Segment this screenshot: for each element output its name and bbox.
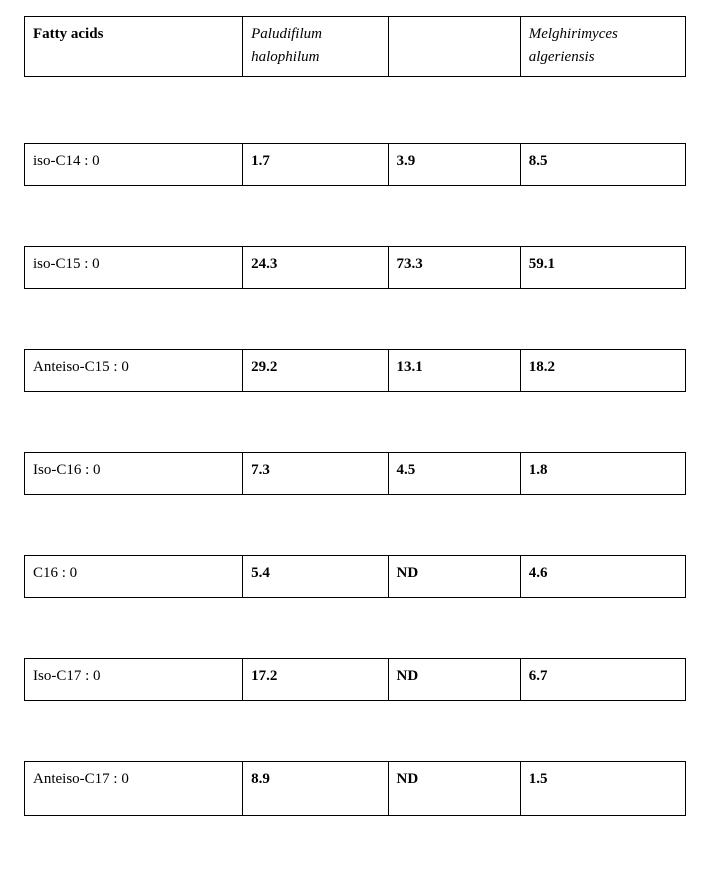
row-c3: 4.6 [520,555,685,597]
header-label: Fatty acids [33,26,103,42]
row-label: Iso-C17 : 0 [25,658,243,700]
data-row-table: iso-C15 : 0 24.3 73.3 59.1 [24,246,686,289]
table-row: C16 : 0 5.4 ND 4.6 [25,555,686,597]
header-table: Fatty acids Paludifilum halophilum Melgh… [24,16,686,77]
data-row-table: Anteiso-C17 : 0 8.9 ND 1.5 [24,761,686,816]
data-row-table: iso-C14 : 0 1.7 3.9 8.5 [24,143,686,186]
table-row: Anteiso-C17 : 0 8.9 ND 1.5 [25,761,686,815]
data-row-table: Iso-C17 : 0 17.2 ND 6.7 [24,658,686,701]
row-c3: 1.8 [520,452,685,494]
row-c3: 1.5 [520,761,685,815]
header-c1-line2: halophilum [251,49,319,65]
row-gap [24,392,686,452]
header-c2-cell [388,17,520,77]
header-row: Fatty acids Paludifilum halophilum Melgh… [25,17,686,77]
row-c2: 13.1 [388,349,520,391]
table-row: Anteiso-C15 : 0 29.2 13.1 18.2 [25,349,686,391]
header-label-cell: Fatty acids [25,17,243,77]
data-row-table: C16 : 0 5.4 ND 4.6 [24,555,686,598]
row-label: iso-C14 : 0 [25,143,243,185]
row-c1: 17.2 [243,658,388,700]
row-c1: 1.7 [243,143,388,185]
row-label: C16 : 0 [25,555,243,597]
row-c2: ND [388,761,520,815]
row-c1: 5.4 [243,555,388,597]
header-c1-cell: Paludifilum halophilum [243,17,388,77]
row-c2: ND [388,658,520,700]
row-gap [24,289,686,349]
row-label: iso-C15 : 0 [25,246,243,288]
row-c2: 3.9 [388,143,520,185]
data-row-table: Iso-C16 : 0 7.3 4.5 1.8 [24,452,686,495]
row-c3: 8.5 [520,143,685,185]
header-c3-line2: algeriensis [529,49,595,65]
row-c3: 6.7 [520,658,685,700]
header-c3-line1: Melghirimyces [529,26,618,42]
data-row-table: Anteiso-C15 : 0 29.2 13.1 18.2 [24,349,686,392]
row-gap [24,77,686,143]
table-row: Iso-C16 : 0 7.3 4.5 1.8 [25,452,686,494]
page: Fatty acids Paludifilum halophilum Melgh… [0,0,710,840]
row-label: Anteiso-C17 : 0 [25,761,243,815]
row-c3: 59.1 [520,246,685,288]
row-c2: 73.3 [388,246,520,288]
row-label: Anteiso-C15 : 0 [25,349,243,391]
header-c1-line1: Paludifilum [251,26,322,42]
table-row: Iso-C17 : 0 17.2 ND 6.7 [25,658,686,700]
row-c1: 8.9 [243,761,388,815]
row-gap [24,598,686,658]
row-c1: 29.2 [243,349,388,391]
row-gap [24,495,686,555]
row-c1: 7.3 [243,452,388,494]
row-c3: 18.2 [520,349,685,391]
table-row: iso-C14 : 0 1.7 3.9 8.5 [25,143,686,185]
row-c2: ND [388,555,520,597]
row-label: Iso-C16 : 0 [25,452,243,494]
table-row: iso-C15 : 0 24.3 73.3 59.1 [25,246,686,288]
row-c1: 24.3 [243,246,388,288]
row-gap [24,701,686,761]
row-gap [24,186,686,246]
row-c2: 4.5 [388,452,520,494]
header-c3-cell: Melghirimyces algeriensis [520,17,685,77]
